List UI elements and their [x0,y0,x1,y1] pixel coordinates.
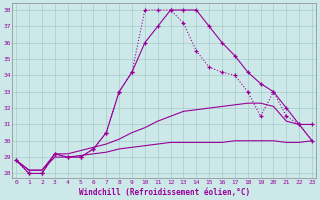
X-axis label: Windchill (Refroidissement éolien,°C): Windchill (Refroidissement éolien,°C) [79,188,250,197]
